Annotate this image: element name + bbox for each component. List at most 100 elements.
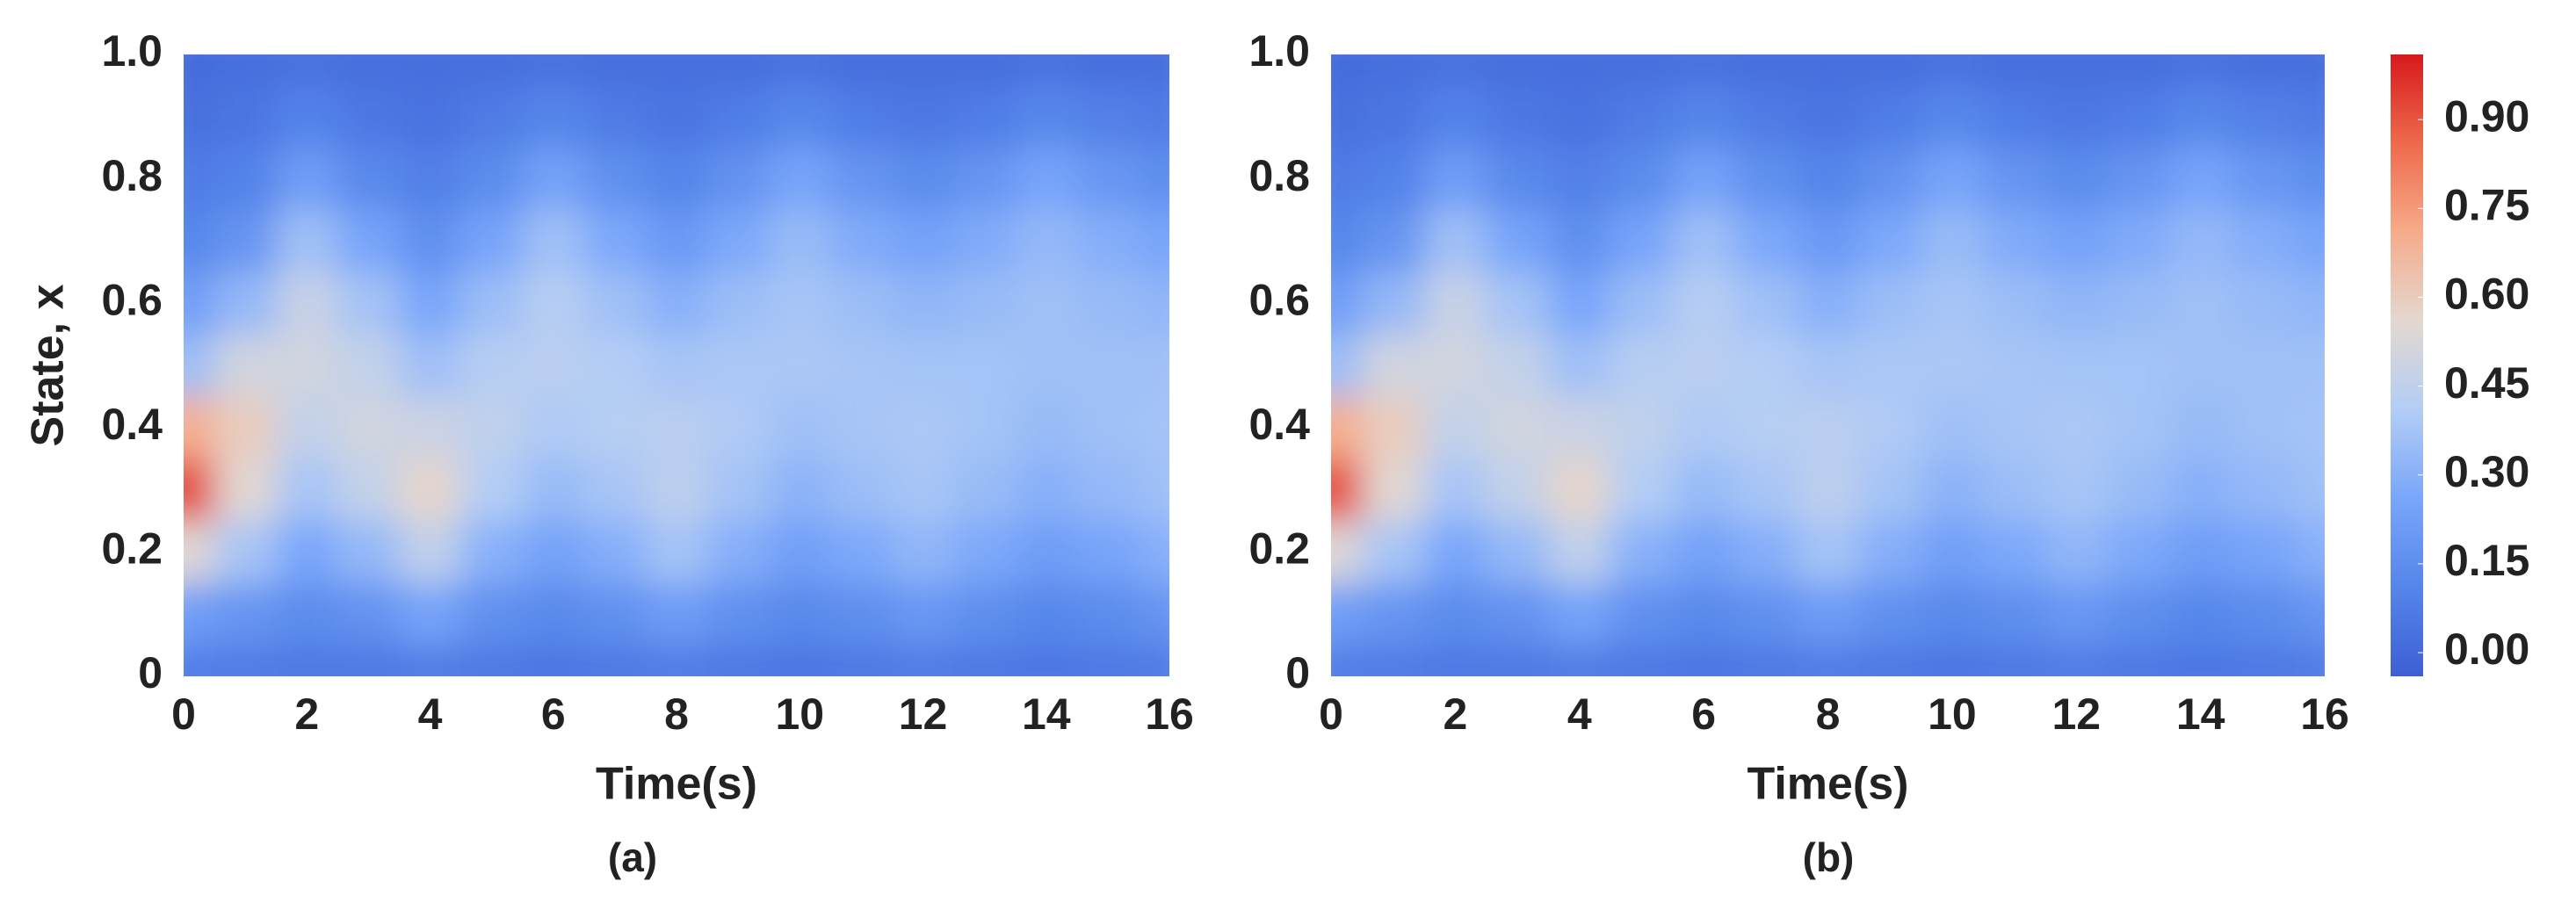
field-cell xyxy=(1076,396,1140,459)
field-cell xyxy=(460,271,524,336)
field-cell xyxy=(276,334,338,397)
field-cell xyxy=(583,210,647,273)
field-cell xyxy=(1548,521,1611,584)
field-cell xyxy=(214,645,277,676)
field-cell xyxy=(1858,645,1922,676)
field-cell xyxy=(707,645,770,676)
field-cell xyxy=(2231,582,2295,646)
field-cell xyxy=(276,85,338,148)
field-cell xyxy=(399,85,462,148)
field-cell xyxy=(1331,582,1363,646)
field-cell xyxy=(337,582,400,646)
field-cell xyxy=(707,148,770,211)
field-cell xyxy=(2169,54,2232,86)
field-cell xyxy=(583,148,647,211)
field-cell xyxy=(1734,54,1798,86)
x-tick-label: 4 xyxy=(1567,690,1592,739)
field-cell xyxy=(2169,521,2232,584)
field-cell xyxy=(830,148,893,211)
field-cell xyxy=(184,458,215,522)
field-cell xyxy=(2231,148,2295,211)
field-cell xyxy=(460,85,524,148)
field-cell xyxy=(1921,85,1984,148)
field-cell xyxy=(214,334,277,397)
field-cell xyxy=(1921,458,1984,522)
field-cell xyxy=(1486,521,1549,584)
field-cell xyxy=(1983,54,2046,86)
panel-label: (a) xyxy=(608,834,657,880)
field-cell xyxy=(2107,521,2170,584)
field-cell xyxy=(707,521,770,584)
field-cell xyxy=(460,645,524,676)
field-cell xyxy=(1486,54,1549,86)
field-cell xyxy=(2044,645,2109,676)
field-cell xyxy=(1362,396,1425,459)
field-cell xyxy=(1797,396,1860,459)
colorbar-tick-label: 0.00 xyxy=(2444,625,2529,674)
field-cell xyxy=(583,396,647,459)
field-cell xyxy=(1424,582,1487,646)
field-cell xyxy=(1921,396,1984,459)
field-cell xyxy=(769,521,831,584)
field-cell xyxy=(645,458,708,522)
field-cell xyxy=(1797,271,1860,336)
field-cell xyxy=(892,210,955,273)
field-cell xyxy=(2044,458,2109,522)
field-cell xyxy=(214,85,277,148)
field-cell xyxy=(707,54,770,86)
field-cell xyxy=(337,85,400,148)
field-cell xyxy=(1610,582,1674,646)
field-cell xyxy=(184,645,215,676)
colorbar-tick-label: 0.30 xyxy=(2444,447,2529,496)
field-cell xyxy=(1015,334,1078,397)
field-cell xyxy=(460,521,524,584)
field-cell xyxy=(2169,458,2232,522)
field-cell xyxy=(276,645,338,676)
field-cell xyxy=(2293,521,2325,584)
field-cell xyxy=(460,334,524,397)
field-cell xyxy=(1858,582,1922,646)
field-cell xyxy=(2107,210,2170,273)
plot-area xyxy=(1331,54,2325,676)
field-cell xyxy=(1983,582,2046,646)
x-tick-label: 4 xyxy=(418,690,443,739)
field-cell xyxy=(337,521,400,584)
field-cell xyxy=(2293,396,2325,459)
field-cell xyxy=(337,271,400,336)
field-cell xyxy=(1858,54,1922,86)
field-cell xyxy=(1548,396,1611,459)
field-cell xyxy=(522,458,585,522)
y-tick-label: 0.4 xyxy=(101,400,163,449)
field-cell xyxy=(2293,458,2325,522)
colorbar-tick-label: 0.15 xyxy=(2444,536,2529,585)
field-cell xyxy=(1548,85,1611,148)
field-cell xyxy=(583,54,647,86)
field-cell xyxy=(337,396,400,459)
field-cell xyxy=(1424,210,1487,273)
field-cell xyxy=(1138,210,1169,273)
field-cell xyxy=(522,148,585,211)
field-cell xyxy=(1983,210,2046,273)
field-cell xyxy=(707,334,770,397)
field-cell xyxy=(399,334,462,397)
field-cell xyxy=(1138,645,1169,676)
field-cell xyxy=(1983,271,2046,336)
field-cell xyxy=(1610,85,1674,148)
field-cell xyxy=(1015,54,1078,86)
field-cell xyxy=(276,396,338,459)
field-cell xyxy=(1734,396,1798,459)
x-tick-label: 6 xyxy=(1691,690,1716,739)
field-cell xyxy=(1015,148,1078,211)
x-tick-label: 10 xyxy=(775,690,824,739)
field-cell xyxy=(522,54,585,86)
x-axis-title: Time(s) xyxy=(1747,759,1909,810)
field-cell xyxy=(184,85,215,148)
field-cell xyxy=(1424,85,1487,148)
field-cell xyxy=(645,148,708,211)
field-cell xyxy=(1983,645,2046,676)
field-cell xyxy=(522,396,585,459)
field-cell xyxy=(276,521,338,584)
field-cell xyxy=(2044,210,2109,273)
field-cell xyxy=(460,396,524,459)
x-tick-label: 16 xyxy=(1145,690,1194,739)
